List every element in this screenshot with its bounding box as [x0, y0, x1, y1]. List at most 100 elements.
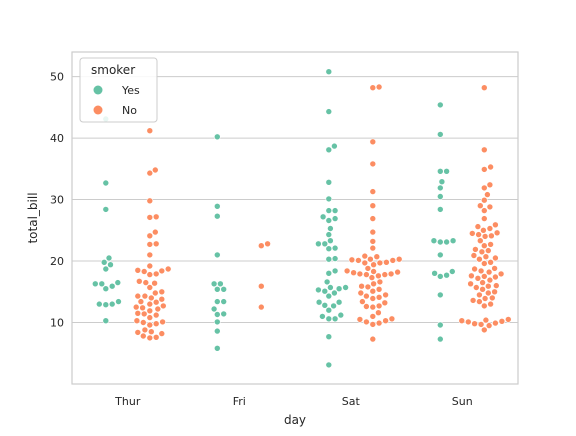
point-no-sat-43: [367, 255, 374, 263]
point-yes-thur-2: [108, 300, 116, 308]
point-no-thur-45: [152, 228, 159, 236]
point-no-sun-56: [480, 215, 488, 222]
point-yes-sun-3: [436, 273, 444, 280]
point-yes-thur-4: [115, 298, 122, 305]
point-no-sun-30: [497, 270, 505, 278]
point-no-sat-11: [375, 302, 383, 310]
point-no-sun-23: [467, 280, 474, 288]
point-no-thur-19: [132, 303, 140, 311]
point-no-sat-0: [369, 335, 377, 343]
point-no-sat-21: [364, 283, 372, 291]
point-yes-sat-3: [331, 315, 339, 323]
point-no-sat-52: [369, 188, 377, 195]
point-yes-sat-38: [331, 142, 338, 150]
point-no-fri-3: [264, 240, 271, 248]
point-yes-fri-1: [214, 327, 221, 335]
point-no-sun-11: [487, 300, 494, 308]
point-no-thur-12: [146, 314, 154, 321]
point-yes-thur-0: [102, 317, 110, 325]
point-yes-sun-5: [431, 269, 438, 277]
point-no-sat-6: [388, 315, 396, 323]
point-no-thur-5: [148, 328, 155, 336]
point-no-sat-26: [375, 272, 382, 280]
point-no-sun-58: [486, 203, 494, 211]
point-yes-sat-31: [331, 215, 339, 222]
point-no-sat-14: [369, 295, 377, 302]
point-yes-sat-29: [327, 225, 334, 232]
point-no-thur-33: [136, 277, 143, 285]
point-yes-thur-1: [102, 301, 110, 309]
point-no-thur-22: [152, 298, 160, 306]
point-yes-thur-11: [107, 261, 114, 269]
point-yes-sat-16: [327, 284, 334, 291]
point-yes-sat-33: [325, 207, 333, 214]
point-yes-sun-2: [436, 291, 444, 299]
point-yes-thur-15: [102, 179, 110, 187]
x-tick-label-sun: Sun: [452, 395, 473, 408]
point-yes-fri-9: [220, 285, 227, 293]
point-no-sun-7: [458, 317, 466, 325]
point-yes-sat-36: [325, 179, 333, 186]
point-no-sat-10: [363, 303, 370, 310]
point-no-sun-0: [480, 326, 488, 334]
point-no-thur-15: [134, 309, 142, 317]
point-no-sun-62: [480, 184, 488, 192]
point-yes-sat-24: [331, 244, 339, 252]
point-no-sat-5: [356, 316, 364, 323]
point-no-thur-0: [146, 334, 154, 342]
point-yes-sun-18: [436, 131, 444, 138]
point-no-sun-40: [470, 252, 478, 259]
point-no-sat-42: [348, 256, 356, 264]
y-tick-label-20: 20: [50, 255, 64, 268]
point-no-thur-31: [151, 279, 158, 287]
point-no-sun-52: [480, 227, 487, 234]
point-no-sat-40: [355, 257, 362, 264]
point-yes-thur-6: [108, 282, 116, 290]
point-yes-sat-19: [325, 269, 333, 277]
point-no-sat-13: [359, 298, 366, 305]
point-yes-sun-14: [436, 184, 444, 192]
point-no-sat-55: [369, 84, 377, 91]
y-axis-ticks: 10 20 30 40 50: [50, 71, 64, 330]
point-no-sun-33: [471, 265, 478, 273]
point-no-sat-19: [369, 287, 377, 295]
point-yes-fri-12: [214, 251, 221, 259]
point-yes-fri-5: [210, 305, 218, 313]
point-yes-sat-21: [325, 255, 333, 263]
point-yes-sat-34: [331, 207, 339, 214]
x-axis-label: day: [284, 413, 306, 427]
point-no-sun-65: [487, 163, 494, 171]
point-no-sat-2: [375, 319, 383, 327]
point-no-thur-25: [148, 294, 155, 302]
point-no-sat-1: [369, 321, 377, 328]
point-no-sun-63: [486, 181, 494, 189]
point-no-sun-22: [492, 282, 500, 289]
point-no-thur-40: [146, 262, 154, 270]
point-yes-sat-6: [325, 306, 333, 314]
point-no-sat-53: [369, 160, 377, 168]
point-no-sun-51: [493, 229, 501, 237]
point-no-sun-39: [482, 253, 490, 261]
point-no-sun-41: [478, 248, 486, 256]
point-no-thur-30: [146, 284, 154, 291]
point-no-sun-67: [480, 84, 488, 91]
point-no-sun-12: [476, 298, 483, 305]
point-yes-sun-19: [436, 101, 444, 109]
point-no-thur-7: [146, 321, 154, 329]
point-no-sun-48: [488, 232, 495, 240]
point-no-sat-47: [369, 244, 377, 252]
point-no-sun-31: [485, 268, 493, 276]
point-no-thur-2: [140, 332, 147, 340]
point-no-sat-37: [376, 259, 384, 267]
point-yes-sat-23: [325, 245, 333, 252]
point-no-thur-27: [134, 292, 142, 300]
point-no-sat-44: [395, 255, 403, 263]
point-no-thur-29: [158, 288, 166, 296]
point-no-thur-36: [140, 268, 148, 275]
point-no-sun-19: [479, 285, 486, 293]
point-no-sat-39: [383, 258, 390, 266]
point-yes-sat-1: [325, 333, 333, 341]
point-no-sat-15: [375, 293, 383, 301]
point-no-sun-24: [479, 279, 486, 286]
